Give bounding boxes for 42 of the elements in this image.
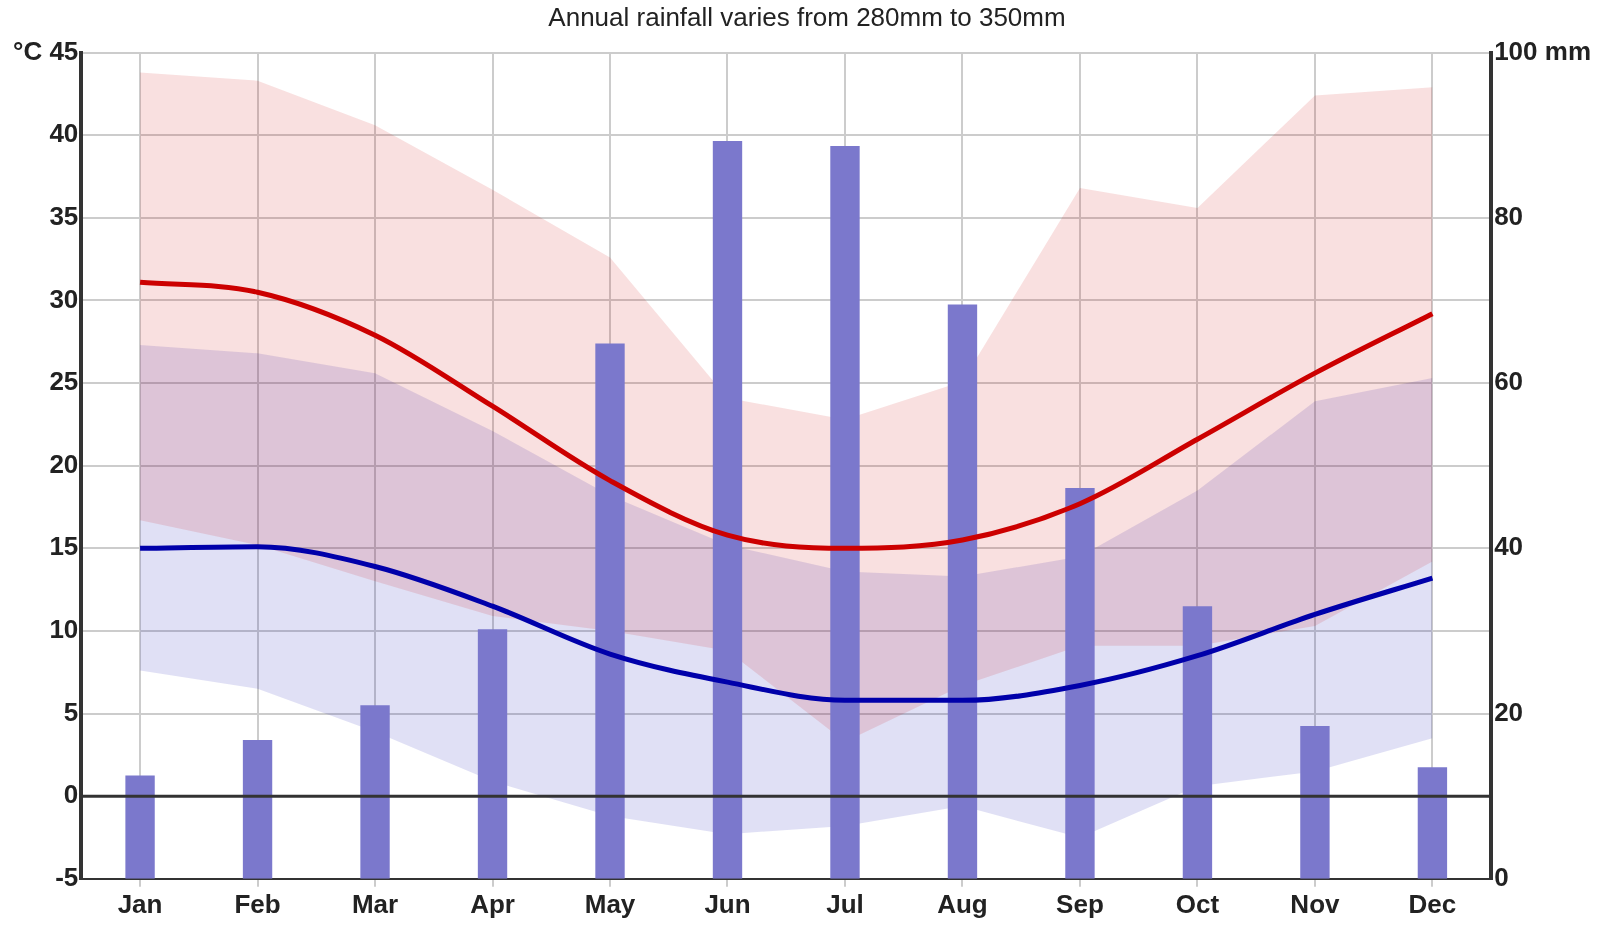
bar xyxy=(947,304,978,879)
y-tick-label: -5 xyxy=(55,861,79,892)
bar xyxy=(595,343,625,879)
y-tick-label: °C 45 xyxy=(12,35,79,66)
bar xyxy=(712,141,743,879)
bar xyxy=(1417,767,1448,879)
x-tick-label: Mar xyxy=(351,888,399,919)
y-tick-label: 5 xyxy=(63,696,79,727)
bar xyxy=(1182,606,1213,879)
y-tick-label: 30 xyxy=(49,283,79,314)
bar xyxy=(477,629,508,879)
y2-tick-label: 40 xyxy=(1494,531,1524,562)
x-tick-label: Jun xyxy=(704,888,751,919)
bar xyxy=(830,145,860,879)
y-tick-label: 10 xyxy=(49,614,79,645)
y-tick-label: 15 xyxy=(49,531,79,562)
y-tick-label: 20 xyxy=(49,448,79,479)
x-tick-label: Aug xyxy=(937,888,988,919)
x-tick-label: Oct xyxy=(1175,888,1220,919)
chart-title: Annual rainfall varies from 280mm to 350mm xyxy=(547,1,1067,34)
bar xyxy=(1300,725,1330,879)
y2-tick-label: 80 xyxy=(1494,201,1524,232)
y2-tick-label: 0 xyxy=(1494,861,1509,892)
bar xyxy=(1065,488,1095,879)
x-tick-label: Sep xyxy=(1056,888,1104,919)
bar xyxy=(242,740,273,879)
x-tick-label: Apr xyxy=(470,888,515,919)
bar xyxy=(125,775,155,879)
x-tick-label: Feb xyxy=(234,888,281,919)
y-tick-label: 25 xyxy=(49,366,79,397)
y2-tick-label: 100 mm xyxy=(1494,35,1591,66)
y2-tick-label: 60 xyxy=(1494,366,1524,397)
y-tick-label: 35 xyxy=(49,201,79,232)
x-tick-label: May xyxy=(584,888,636,919)
y2-tick-label: 20 xyxy=(1494,696,1524,727)
x-tick-label: Nov xyxy=(1290,888,1341,919)
y-tick-label: 0 xyxy=(63,779,79,810)
y-tick-label: 40 xyxy=(49,118,79,149)
x-tick-label: Dec xyxy=(1408,888,1457,919)
x-tick-label: Jan xyxy=(117,888,163,919)
bar xyxy=(360,705,390,879)
x-tick-label: Jul xyxy=(826,888,864,919)
